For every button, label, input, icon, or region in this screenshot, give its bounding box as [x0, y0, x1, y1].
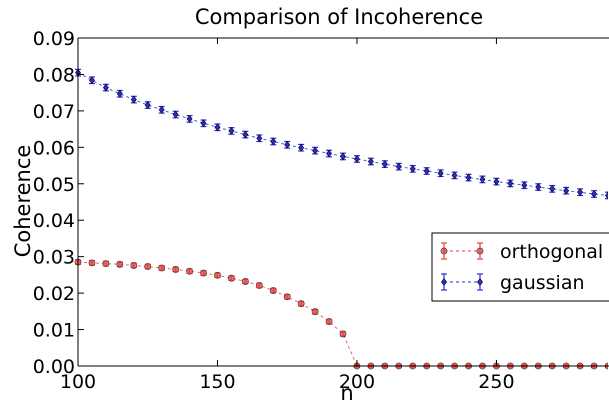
x-axis-label: n [340, 381, 353, 403]
y-tick-label: 0.08 [33, 64, 75, 86]
data-point-gaussian [521, 181, 528, 190]
data-point-orthogonal [172, 266, 180, 273]
x-tick-label: 200 [339, 371, 375, 393]
data-point-gaussian [200, 119, 207, 128]
legend-marker-orthogonal [440, 247, 448, 255]
data-point-orthogonal [311, 308, 319, 316]
y-tick-label: 0.04 [33, 210, 75, 232]
data-point-orthogonal [255, 282, 263, 289]
data-point-gaussian [172, 110, 179, 119]
data-point-orthogonal [88, 259, 96, 267]
data-point-gaussian [535, 183, 542, 191]
data-point-orthogonal [241, 278, 249, 285]
data-point-gaussian [89, 76, 95, 85]
legend-label-orthogonal: orthogonal [500, 241, 603, 263]
data-point-orthogonal [130, 262, 138, 269]
data-point-gaussian [549, 184, 556, 193]
y-tick-label: 0.09 [33, 28, 75, 50]
data-point-gaussian [158, 105, 165, 114]
data-point-orthogonal [269, 287, 277, 294]
chart-title: Comparison of Incoherence [195, 5, 483, 29]
data-point-orthogonal [214, 271, 221, 279]
axes: 100 150 200 250 0.00 0.01 0.02 0.03 0.04 0.05 0.06… [33, 28, 609, 393]
data-point-gaussian [409, 164, 416, 173]
x-tick-label: 150 [199, 371, 235, 393]
data-point-orthogonal [325, 318, 333, 325]
legend-box [431, 232, 609, 302]
data-point-gaussian [605, 191, 608, 200]
data-point-gaussian [270, 137, 277, 146]
data-point-gaussian [326, 149, 332, 158]
data-point-gaussian [102, 83, 109, 92]
data-point-gaussian [507, 179, 514, 188]
data-point-orthogonal [158, 264, 166, 272]
data-point-orthogonal [144, 263, 152, 270]
data-point-gaussian [242, 130, 249, 139]
data-point-orthogonal [102, 260, 110, 267]
y-axis-label: Coherence [11, 145, 35, 258]
data-point-gaussian [395, 162, 402, 171]
plot-area [74, 68, 608, 370]
data-point-orthogonal [339, 330, 347, 338]
data-point-gaussian [312, 146, 319, 155]
legend-marker-orthogonal [476, 247, 484, 255]
legend-marker-gaussian [441, 278, 447, 286]
data-point-gaussian [130, 95, 137, 104]
data-point-gaussian [381, 160, 388, 168]
data-point-gaussian [340, 152, 346, 161]
data-point-gaussian [465, 173, 472, 182]
data-point-gaussian [367, 157, 374, 166]
data-point-orthogonal [186, 267, 193, 275]
data-point-gaussian [214, 123, 221, 132]
data-point-gaussian [354, 155, 360, 163]
data-point-gaussian [493, 177, 500, 186]
series-group [74, 68, 608, 370]
data-point-gaussian [256, 134, 263, 143]
legend-marker-gaussian [477, 278, 483, 286]
data-point-gaussian [563, 186, 570, 195]
data-point-gaussian [423, 167, 430, 175]
x-tick-label: 250 [478, 371, 514, 393]
data-point-gaussian [451, 171, 458, 180]
data-point-gaussian [298, 143, 305, 152]
legend: orthogonal gaussian [431, 232, 609, 302]
data-point-gaussian [284, 140, 291, 149]
data-point-orthogonal [283, 293, 291, 301]
data-point-gaussian [228, 127, 235, 135]
y-tick-label: 0.01 [33, 320, 75, 342]
data-point-gaussian [144, 101, 151, 109]
y-tick-label: 0.03 [33, 247, 75, 269]
x-tick-label: 100 [60, 371, 96, 393]
y-tick-label: 0.06 [33, 137, 75, 159]
data-point-gaussian [591, 190, 597, 198]
data-point-gaussian [186, 115, 193, 123]
y-tick-label: 0.02 [33, 283, 75, 305]
y-tick-label: 0.05 [33, 174, 75, 196]
data-point-orthogonal [200, 269, 207, 277]
data-point-gaussian [479, 175, 486, 184]
series-line-gaussian [77, 72, 608, 196]
data-point-gaussian [577, 188, 584, 197]
y-tick-label: 0.07 [33, 101, 75, 123]
y-tick-label: 0.00 [33, 356, 75, 378]
data-point-orthogonal [116, 260, 124, 268]
data-point-gaussian [116, 89, 123, 98]
legend-label-gaussian: gaussian [500, 272, 585, 294]
data-point-orthogonal [228, 274, 235, 282]
data-point-gaussian [437, 169, 444, 178]
data-point-orthogonal [297, 300, 305, 308]
